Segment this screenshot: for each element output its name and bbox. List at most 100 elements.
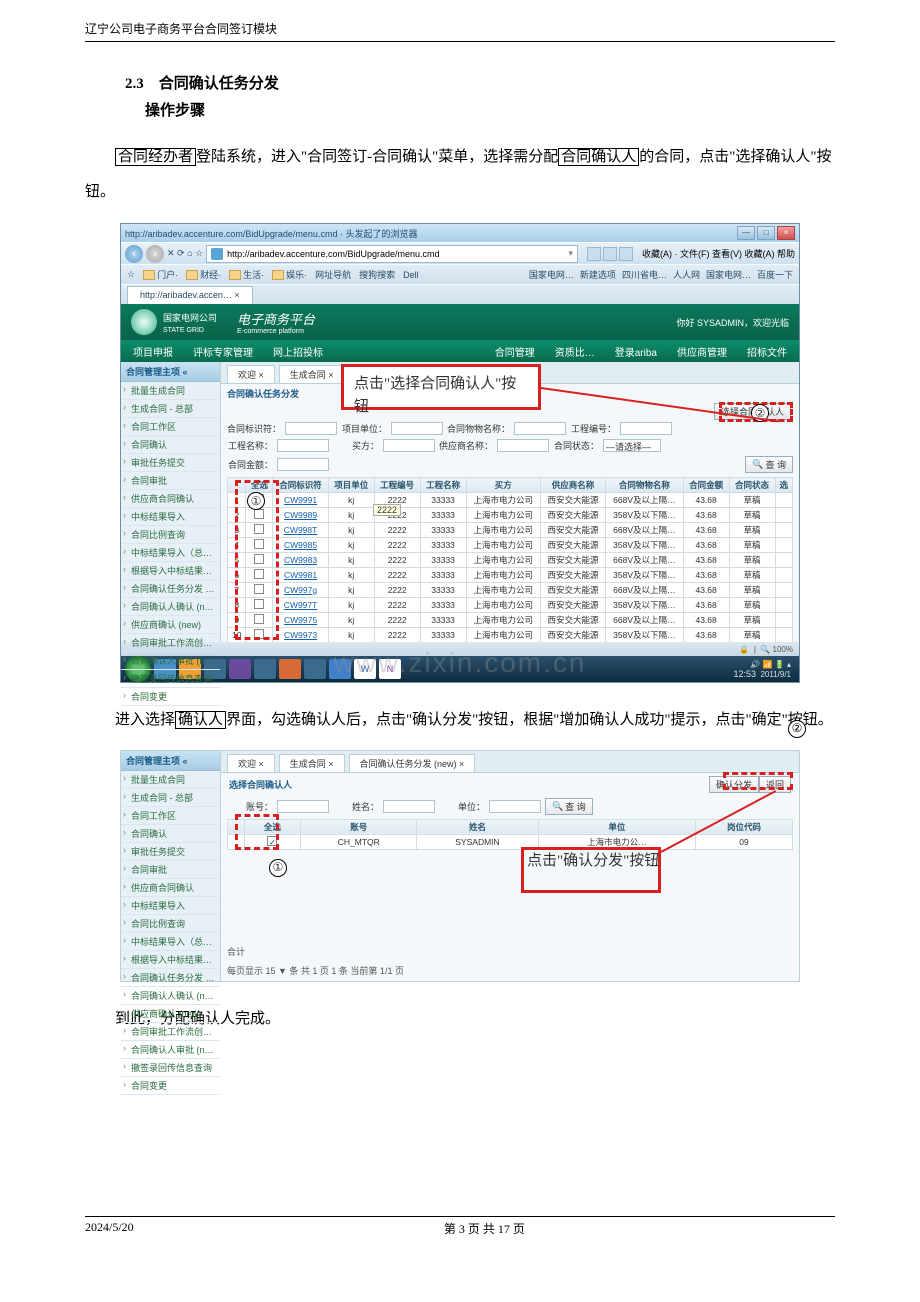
contract-id-link[interactable]: CW997T	[273, 598, 328, 613]
filter-input[interactable]	[620, 422, 672, 435]
row-checkbox[interactable]	[254, 584, 264, 594]
fav-item[interactable]: 网址导航	[315, 268, 351, 281]
back-icon[interactable]: ‹	[125, 245, 143, 263]
fav-item[interactable]: 门户·	[143, 268, 178, 281]
filter-input[interactable]	[489, 800, 541, 813]
sidebar-item[interactable]: 中标结果导入	[121, 897, 220, 915]
sidebar-item[interactable]: 批量生成合同	[121, 771, 220, 789]
sidebar-item[interactable]: 合同确认人审批 (new)	[121, 1041, 220, 1059]
fav-link[interactable]: 新建选项	[580, 268, 616, 281]
taskbar-icon[interactable]	[229, 659, 251, 679]
sidebar-item[interactable]: 合同确认任务分发 (new)	[121, 969, 220, 987]
contract-id-link[interactable]: CW9981	[273, 568, 328, 583]
sidebar-item[interactable]: 合同变更	[121, 688, 220, 706]
filter-input[interactable]	[277, 439, 329, 452]
sidebar-item[interactable]: 合同工作区	[121, 807, 220, 825]
sidebar-item[interactable]: 合同确认人确认 (new)	[121, 598, 220, 616]
sidebar-item[interactable]: 合同确认	[121, 436, 220, 454]
table-row[interactable]: 9CW9975kj222233333上海市电力公司西安交大能源668V及以上隔……	[228, 613, 793, 628]
menu-item[interactable]: 评标专家管理	[193, 344, 253, 359]
fav-item[interactable]: 搜狗搜索	[359, 268, 395, 281]
sidebar-item[interactable]: 中标结果导入（总部）	[121, 544, 220, 562]
filter-input[interactable]	[391, 422, 443, 435]
sidebar-item[interactable]: 撤签录回传信息查询	[121, 670, 220, 688]
contract-id-link[interactable]: CW9975	[273, 613, 328, 628]
sidebar-item[interactable]: 供应商确认 (new)	[121, 1005, 220, 1023]
menu-item[interactable]: 项目申报	[133, 344, 173, 359]
menu-item[interactable]: 网上招投标	[273, 344, 323, 359]
fav-link[interactable]: 四川省电…	[622, 268, 667, 281]
sidebar-item[interactable]: 合同确认人审批 (new)	[121, 652, 220, 670]
sidebar-item[interactable]: 合同工作区	[121, 418, 220, 436]
table-row[interactable]: 4CW9985kj222233333上海市电力公司西安交大能源358V及以下隔……	[228, 538, 793, 553]
sidebar-item[interactable]: 合同变更	[121, 1077, 220, 1095]
word-icon[interactable]: W	[354, 659, 376, 679]
row-checkbox[interactable]	[254, 629, 264, 639]
table-row[interactable]: CH_MTQR SYSADMIN 上海市电力公… 09	[228, 834, 793, 849]
sidebar-item[interactable]: 合同确认人确认 (new)	[121, 987, 220, 1005]
forward-icon[interactable]: ›	[146, 245, 164, 263]
contract-id-link[interactable]: CW9973	[273, 628, 328, 643]
filter-input[interactable]	[383, 800, 435, 813]
filter-select[interactable]: —请选择—	[603, 439, 661, 452]
search-button[interactable]: 🔍 查 询	[545, 798, 593, 815]
sidebar-item[interactable]: 供应商合同确认	[121, 490, 220, 508]
main-tab[interactable]: 合同确认任务分发 (new) ×	[349, 754, 476, 772]
sidebar-item[interactable]: 供应商确认 (new)	[121, 616, 220, 634]
fav-item[interactable]: Dell	[403, 270, 419, 280]
sidebar-item[interactable]: 生成合同 - 总部	[121, 789, 220, 807]
taskbar-icon[interactable]	[279, 659, 301, 679]
sidebar-item[interactable]: 合同审批	[121, 861, 220, 879]
row-checkbox[interactable]	[254, 509, 264, 519]
filter-input[interactable]	[383, 439, 435, 452]
main-tab[interactable]: 生成合同 ×	[279, 365, 345, 383]
search-button[interactable]: 🔍 查 询	[745, 456, 793, 473]
menu-item[interactable]: 供应商管理	[677, 344, 727, 359]
minimize-button[interactable]: —	[737, 226, 755, 240]
sidebar-item[interactable]: 中标结果导入	[121, 508, 220, 526]
menu-item[interactable]: 资质比…	[555, 344, 595, 359]
sidebar-item[interactable]: 合同审批工作流创建 (new)	[121, 1023, 220, 1041]
sidebar-item[interactable]: 批量生成合同	[121, 382, 220, 400]
table-row[interactable]: 6CW9981kj222233333上海市电力公司西安交大能源358V及以下隔……	[228, 568, 793, 583]
table-row[interactable]: 3CW998Tkj222233333上海市电力公司西安交大能源668V及以上隔……	[228, 523, 793, 538]
taskbar-icon[interactable]	[329, 659, 351, 679]
contract-id-link[interactable]: CW998T	[273, 523, 328, 538]
row-checkbox[interactable]	[254, 599, 264, 609]
sidebar-item[interactable]: 生成合同 - 总部	[121, 400, 220, 418]
sidebar-item[interactable]: 合同确认	[121, 825, 220, 843]
contract-id-link[interactable]: CW9991	[273, 493, 328, 508]
sidebar-item[interactable]: 根据导入中标结果生成合同	[121, 951, 220, 969]
filter-input[interactable]	[514, 422, 566, 435]
nav-icon[interactable]	[587, 247, 601, 261]
main-tab[interactable]: 生成合同 ×	[279, 754, 345, 772]
sidebar-item[interactable]: 撤签录回传信息查询	[121, 1059, 220, 1077]
fav-item[interactable]: 生活·	[229, 268, 264, 281]
row-checkbox[interactable]	[254, 614, 264, 624]
main-tab[interactable]: 欢迎 ×	[227, 365, 275, 383]
taskbar-icon[interactable]	[254, 659, 276, 679]
address-bar[interactable]: http://aribadev.accenture.com/BidUpgrade…	[206, 245, 578, 263]
table-row[interactable]: 5CW9983kj222233333上海市电力公司西安交大能源668V及以上隔……	[228, 553, 793, 568]
sidebar-item[interactable]: 合同比例查询	[121, 526, 220, 544]
fav-item[interactable]: 娱乐·	[272, 268, 307, 281]
filter-input[interactable]	[285, 422, 337, 435]
contract-id-link[interactable]: CW9989	[273, 508, 328, 523]
filter-input[interactable]	[277, 458, 329, 471]
contract-id-link[interactable]: CW997g	[273, 583, 328, 598]
sidebar-item[interactable]: 供应商合同确认	[121, 879, 220, 897]
contract-id-link[interactable]: CW9985	[273, 538, 328, 553]
row-checkbox[interactable]	[254, 554, 264, 564]
menu-item[interactable]: 合同管理	[495, 344, 535, 359]
filter-input[interactable]	[277, 800, 329, 813]
fav-link[interactable]: 国家电网…	[706, 268, 751, 281]
sidebar-item[interactable]: 合同比例查询	[121, 915, 220, 933]
menu-item[interactable]: 招标文件	[747, 344, 787, 359]
main-tab[interactable]: 欢迎 ×	[227, 754, 275, 772]
sidebar-item[interactable]: 合同确认任务分发 (new)	[121, 580, 220, 598]
nav-icon[interactable]	[603, 247, 617, 261]
row-checkbox[interactable]	[254, 569, 264, 579]
contract-id-link[interactable]: CW9983	[273, 553, 328, 568]
nav-icon[interactable]	[619, 247, 633, 261]
table-row[interactable]: 10CW9973kj222233333上海市电力公司西安交大能源358V及以下隔…	[228, 628, 793, 643]
